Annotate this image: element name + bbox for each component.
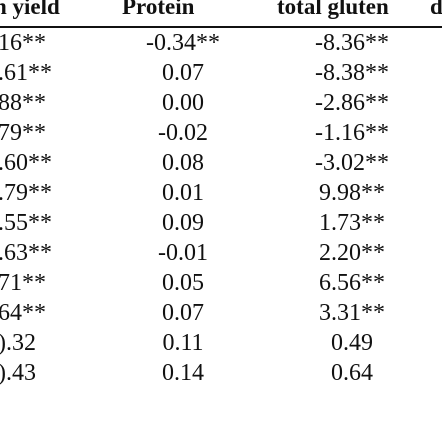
cell-protein: -0.02: [158, 120, 208, 146]
cell-protein: 0.00: [162, 90, 204, 116]
cell-grain-yield: 79**: [0, 120, 46, 146]
table-header: n yield Protein total gluten d: [0, 0, 442, 30]
cell-protein: 0.14: [162, 360, 204, 386]
cell-protein: 0.05: [162, 270, 204, 296]
cell-protein: 0.11: [162, 330, 204, 356]
cell-total-gluten: 0.49: [331, 330, 373, 356]
cell-total-gluten: 0.64: [331, 360, 373, 386]
cell-total-gluten: 3.31**: [319, 300, 385, 326]
table-row: ).43 0.14 0.64: [0, 360, 442, 390]
header-protein: Protein: [122, 0, 195, 19]
cell-protein: -0.34**: [146, 30, 220, 56]
cell-protein: -0.01: [158, 240, 208, 266]
cell-grain-yield: .63**: [0, 240, 52, 266]
table-row: .79** 0.01 9.98**: [0, 180, 442, 210]
table-row: 16** -0.34** -8.36**: [0, 30, 442, 60]
cell-grain-yield: .55**: [0, 210, 52, 236]
cell-grain-yield: 71**: [0, 270, 46, 296]
cell-protein: 0.01: [162, 180, 204, 206]
table-row: 88** 0.00 -2.86**: [0, 90, 442, 120]
cell-grain-yield: ).43: [0, 360, 36, 386]
cell-grain-yield: .61**: [0, 60, 52, 86]
table-row: .61** 0.07 -8.38**: [0, 60, 442, 90]
table-row: .63** -0.01 2.20**: [0, 240, 442, 270]
cell-total-gluten: 2.20**: [319, 240, 385, 266]
table-row: .60** 0.08 -3.02**: [0, 150, 442, 180]
cell-total-gluten: 1.73**: [319, 210, 385, 236]
cell-total-gluten: -8.38**: [315, 60, 389, 86]
cell-protein: 0.07: [162, 60, 204, 86]
cell-total-gluten: 9.98**: [319, 180, 385, 206]
cell-grain-yield: 88**: [0, 90, 46, 116]
cell-total-gluten: -1.16**: [315, 120, 389, 146]
table-row: .55** 0.09 1.73**: [0, 210, 442, 240]
header-rule: [0, 26, 442, 28]
cell-total-gluten: -2.86**: [315, 90, 389, 116]
table-row: 64** 0.07 3.31**: [0, 300, 442, 330]
table-row: 79** -0.02 -1.16**: [0, 120, 442, 150]
cell-protein: 0.09: [162, 210, 204, 236]
header-grain-yield: n yield: [0, 0, 60, 19]
cell-total-gluten: -8.36**: [315, 30, 389, 56]
cell-grain-yield: .79**: [0, 180, 52, 206]
cell-grain-yield: .60**: [0, 150, 52, 176]
header-truncated: d: [430, 0, 442, 19]
cell-grain-yield: ).32: [0, 330, 36, 356]
cell-protein: 0.07: [162, 300, 204, 326]
table-row: ).32 0.11 0.49: [0, 330, 442, 360]
cell-total-gluten: -3.02**: [315, 150, 389, 176]
cell-grain-yield: 64**: [0, 300, 46, 326]
cell-protein: 0.08: [162, 150, 204, 176]
table-row: 71** 0.05 6.56**: [0, 270, 442, 300]
header-total-gluten: total gluten: [277, 0, 389, 19]
cell-grain-yield: 16**: [0, 30, 46, 56]
cell-total-gluten: 6.56**: [319, 270, 385, 296]
